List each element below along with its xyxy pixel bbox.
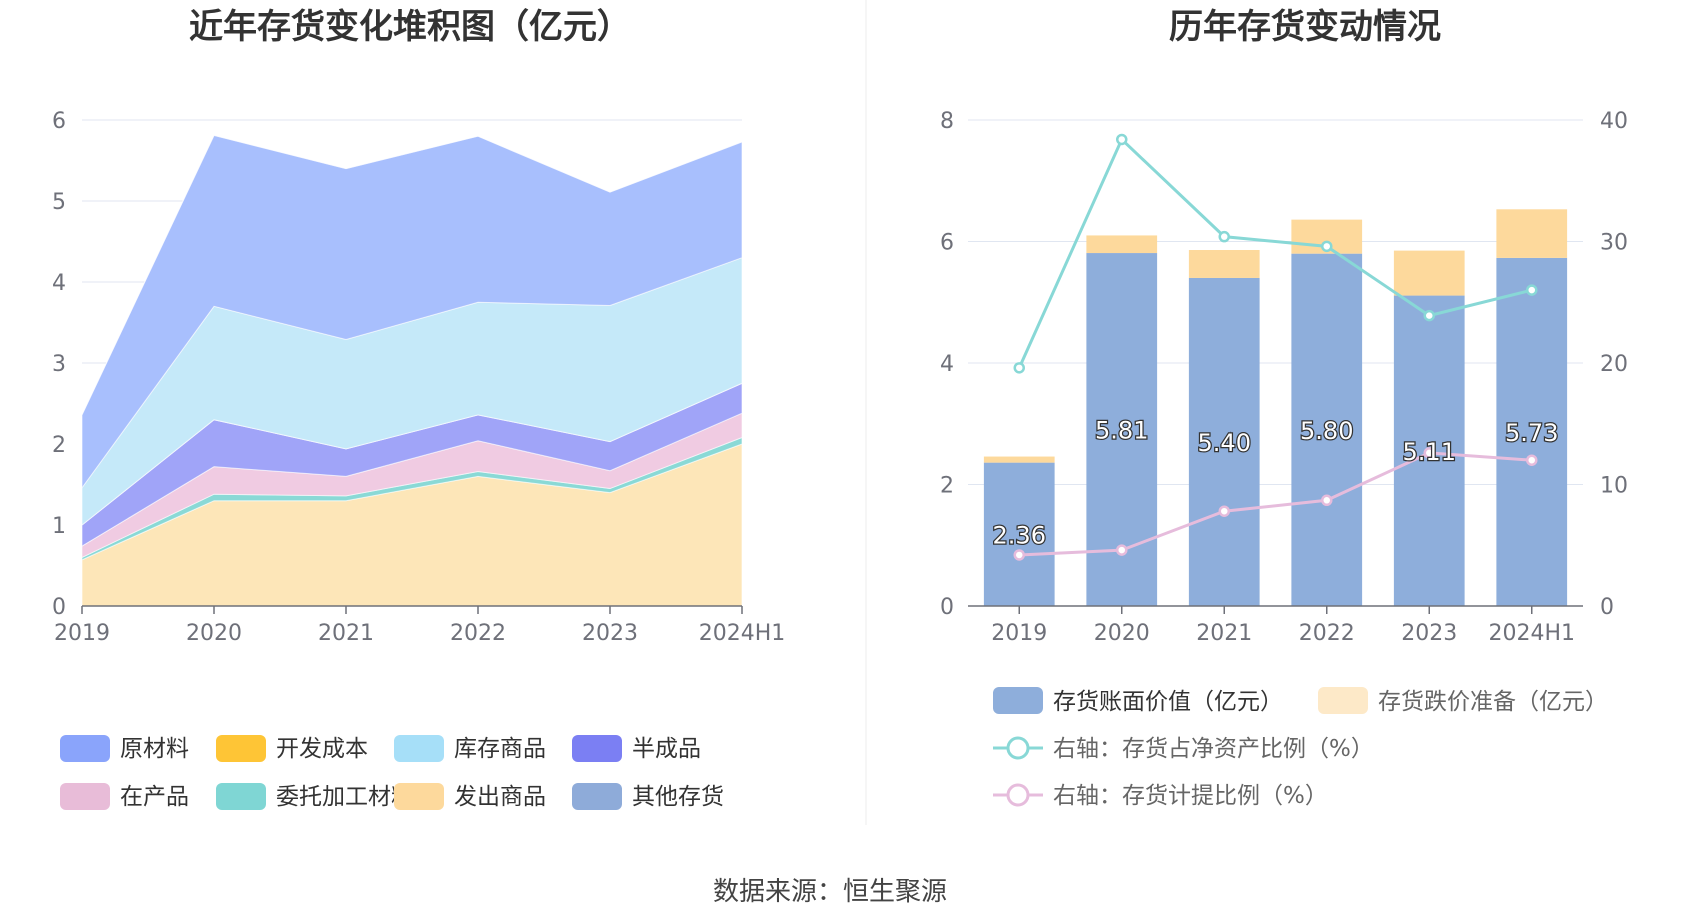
line-point bbox=[1218, 230, 1230, 243]
bar-book-value bbox=[1496, 257, 1568, 606]
left-chart-title: 近年存货变化堆积图（亿元） bbox=[189, 7, 631, 47]
bar-impairment-reserve bbox=[1086, 235, 1158, 254]
left-y-tick-label: 2 bbox=[52, 433, 66, 458]
left-y-tick-label: 1 bbox=[52, 514, 66, 539]
legend-swatch bbox=[572, 783, 622, 810]
legend-swatch bbox=[572, 735, 622, 762]
legend-label: 其他存货 bbox=[632, 784, 724, 810]
left-y-tick-label: 5 bbox=[52, 190, 66, 215]
right-x-tick-label: 2021 bbox=[1196, 621, 1252, 646]
legend-swatch bbox=[216, 783, 266, 810]
bar-value-label: 2.36 bbox=[993, 521, 1046, 549]
bar-book-value bbox=[983, 462, 1055, 606]
right-axis-tick-label: 30 bbox=[1600, 231, 1628, 256]
bar-book-value bbox=[1188, 277, 1260, 606]
line-point bbox=[1321, 494, 1333, 507]
right-x-tick-label: 2023 bbox=[1401, 621, 1457, 646]
line-point bbox=[1116, 544, 1128, 556]
left-x-tick-label: 2022 bbox=[450, 621, 506, 646]
legend-swatch bbox=[394, 735, 444, 762]
right-x-tick-label: 2024H1 bbox=[1488, 621, 1575, 646]
stacked-area-chart: 0 1 2 3 4 5 6 2019 2020 2021 2022 2023 2024H1 bbox=[52, 109, 785, 646]
bar-value-label: 5.81 bbox=[1095, 417, 1148, 445]
right-x-tick-label: 2019 bbox=[991, 621, 1047, 646]
left-axis-tick-label: 8 bbox=[940, 109, 954, 134]
line-point bbox=[1423, 447, 1435, 459]
bar-value-label: 5.40 bbox=[1198, 429, 1251, 457]
line-point bbox=[1013, 362, 1025, 374]
right-x-tick-label: 2020 bbox=[1094, 621, 1150, 646]
bar-impairment-reserve bbox=[1496, 209, 1568, 258]
legend-label: 半成品 bbox=[632, 736, 701, 762]
bar-value-label: 5.11 bbox=[1403, 438, 1456, 466]
line-point bbox=[1116, 133, 1128, 146]
left-axis-tick-label: 2 bbox=[940, 474, 954, 499]
legend-swatch bbox=[60, 783, 110, 810]
legend-label: 在产品 bbox=[120, 784, 189, 810]
left-axis-tick-label: 6 bbox=[940, 231, 954, 256]
line-point bbox=[1526, 454, 1538, 466]
bar-impairment-reserve bbox=[1188, 250, 1260, 278]
bar-value-label: 5.80 bbox=[1300, 417, 1353, 445]
right-axis-tick-label: 20 bbox=[1600, 352, 1628, 377]
line-point bbox=[1218, 505, 1230, 517]
legend-swatch bbox=[993, 687, 1043, 714]
left-x-tick-label: 2023 bbox=[582, 621, 638, 646]
legend-label: 发出商品 bbox=[454, 784, 546, 810]
line-point bbox=[1526, 284, 1538, 296]
left-x-tick-label: 2024H1 bbox=[699, 621, 786, 646]
right-chart-legend: 存货账面价值（亿元） 存货跌价准备（亿元）右轴：存货占净资产比例（%） 右轴：存货计… bbox=[993, 687, 1608, 809]
legend-label: 存货跌价准备（亿元） bbox=[1378, 689, 1608, 715]
bar-impairment-reserve bbox=[1393, 250, 1465, 296]
data-source-note: 数据来源：恒生聚源 bbox=[713, 877, 947, 907]
bar-book-value bbox=[1291, 253, 1363, 606]
left-y-tick-label: 3 bbox=[52, 352, 66, 377]
right-x-tick-label: 2022 bbox=[1299, 621, 1355, 646]
legend-label: 原材料 bbox=[120, 736, 189, 762]
legend-swatch bbox=[60, 735, 110, 762]
legend-label: 委托加工材料 bbox=[276, 784, 414, 810]
left-y-tick-label: 4 bbox=[52, 271, 66, 296]
left-y-tick-label: 6 bbox=[52, 109, 66, 134]
legend-label: 开发成本 bbox=[276, 736, 368, 762]
line-point bbox=[1423, 309, 1435, 322]
bar-value-label: 5.73 bbox=[1505, 419, 1558, 447]
legend-label: 存货账面价值（亿元） bbox=[1053, 689, 1283, 715]
left-x-tick-label: 2021 bbox=[318, 621, 374, 646]
left-axis-tick-label: 0 bbox=[940, 595, 954, 620]
left-x-tick-label: 2020 bbox=[186, 621, 242, 646]
left-y-tick-label: 0 bbox=[52, 595, 66, 620]
legend-swatch bbox=[1318, 687, 1368, 714]
line-series-3 bbox=[1019, 451, 1532, 557]
legend-swatch bbox=[216, 735, 266, 762]
right-chart-title: 历年存货变动情况 bbox=[1169, 7, 1441, 47]
left-x-tick-label: 2019 bbox=[54, 621, 110, 646]
bar-line-combo-chart: 0 2 4 6 8 0 10 20 30 40 2.36 5.81 5.40 5.80 5.11 5.73 20… bbox=[940, 109, 1628, 646]
area-series-7 bbox=[81, 134, 743, 416]
line-point bbox=[1013, 549, 1025, 561]
legend-swatch bbox=[394, 783, 444, 810]
right-axis-tick-label: 10 bbox=[1600, 474, 1628, 499]
legend-label: 右轴：存货计提比例（%） bbox=[1053, 783, 1328, 809]
right-axis-tick-label: 40 bbox=[1600, 109, 1628, 134]
bar-impairment-reserve bbox=[983, 456, 1055, 463]
line-series-2 bbox=[1017, 136, 1533, 369]
legend-line-marker bbox=[1006, 783, 1030, 807]
line-point bbox=[1321, 240, 1333, 253]
legend-label: 右轴：存货占净资产比例（%） bbox=[1053, 736, 1374, 762]
legend-label: 库存商品 bbox=[454, 736, 546, 762]
legend-line-marker bbox=[1006, 736, 1030, 760]
right-axis-tick-label: 0 bbox=[1600, 595, 1614, 620]
left-axis-tick-label: 4 bbox=[940, 352, 954, 377]
